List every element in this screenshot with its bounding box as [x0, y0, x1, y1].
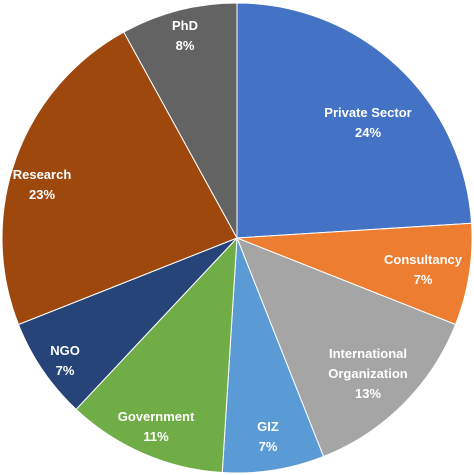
label-international-organization: International Organization 13%: [328, 346, 408, 401]
slice-government: [75, 236, 238, 474]
category-label: Consultancy: [384, 252, 463, 267]
pie-labels: Private Sector 24% Consultancy 7% Internatio…: [13, 18, 463, 454]
slice-giz: [221, 237, 325, 474]
category-label: Organization: [328, 366, 408, 381]
category-label: Government: [118, 409, 195, 424]
category-label: NGO: [50, 343, 80, 358]
slice-international-organization: [236, 237, 457, 458]
percent-label: 7%: [56, 363, 75, 378]
percent-label: 7%: [259, 439, 278, 454]
category-label: GIZ: [257, 419, 279, 434]
label-ngo: NGO 7%: [50, 343, 80, 378]
label-phd: PhD 8%: [172, 18, 198, 53]
percent-label: 7%: [414, 272, 433, 287]
category-label: Research: [13, 167, 72, 182]
percent-label: 13%: [355, 386, 381, 401]
label-private-sector: Private Sector 24%: [324, 105, 411, 140]
percent-label: 11%: [143, 429, 169, 444]
label-consultancy: Consultancy 7%: [384, 252, 463, 287]
percent-label: 23%: [29, 187, 55, 202]
slice-research: [1, 31, 238, 326]
percent-label: 24%: [355, 125, 381, 140]
label-research: Research 23%: [13, 167, 72, 202]
slice-ngo: [17, 237, 238, 411]
slice-private-sector: [236, 2, 473, 239]
label-giz: GIZ 7%: [257, 419, 279, 454]
slice-consultancy: [236, 222, 473, 326]
percent-label: 8%: [176, 38, 195, 53]
category-label: Private Sector: [324, 105, 411, 120]
label-government: Government 11%: [118, 409, 195, 444]
category-label: International: [329, 346, 407, 361]
slice-phd: [123, 2, 238, 239]
category-label: PhD: [172, 18, 198, 33]
